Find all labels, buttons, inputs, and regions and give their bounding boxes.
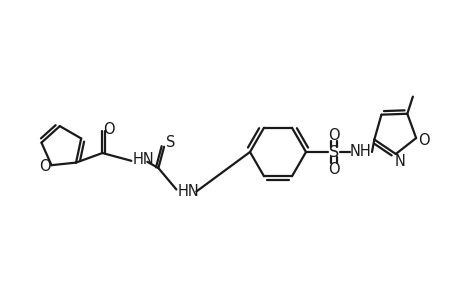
Text: O: O: [417, 133, 429, 148]
Text: S: S: [166, 135, 175, 150]
Text: HN: HN: [132, 152, 154, 167]
Text: HN: HN: [177, 184, 199, 199]
Text: NH: NH: [349, 143, 371, 158]
Text: S: S: [328, 145, 338, 160]
Text: N: N: [393, 154, 404, 169]
Text: O: O: [39, 159, 50, 174]
Text: O: O: [103, 122, 115, 136]
Text: O: O: [327, 161, 339, 176]
Text: O: O: [327, 128, 339, 142]
